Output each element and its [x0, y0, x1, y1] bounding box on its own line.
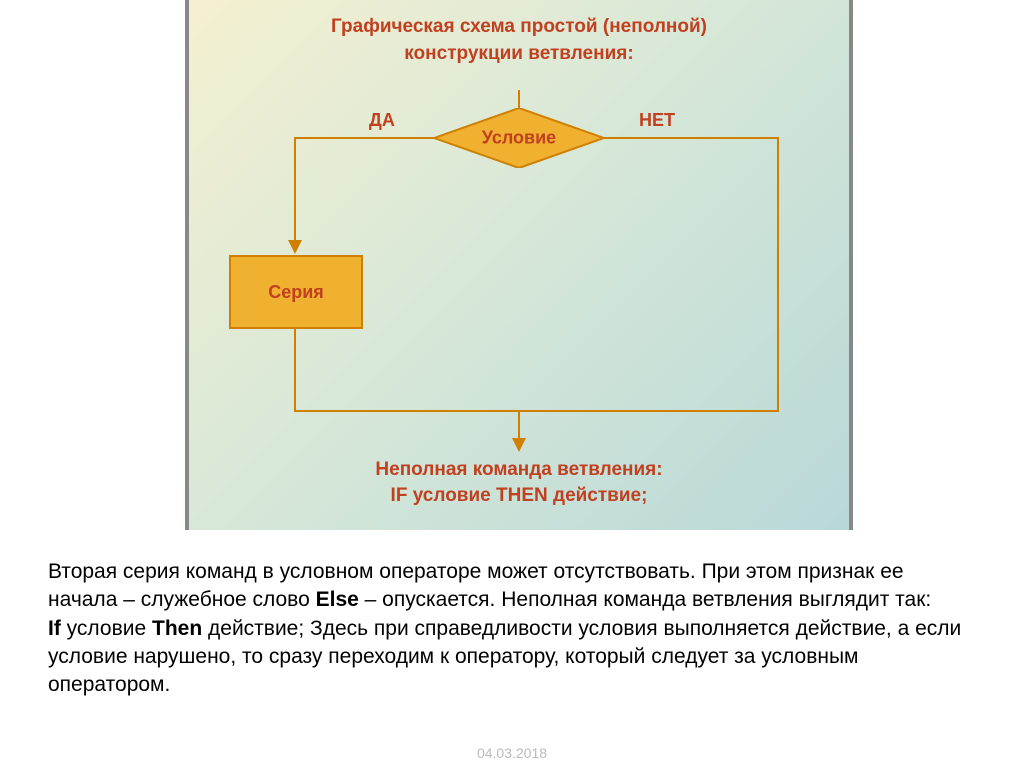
flow-line [604, 137, 779, 139]
diagram-caption: Неполная команда ветвления: IF условие T… [189, 457, 849, 510]
arrow-down-icon [288, 240, 302, 254]
flow-line [518, 90, 520, 110]
flow-line [294, 137, 296, 242]
caption-line1: Неполная команда ветвления: [189, 457, 849, 484]
title-line1: Графическая схема простой (неполной) [189, 14, 849, 41]
flow-line [294, 410, 779, 412]
body-p1c: – опускается. Неполная команда ветвления… [359, 588, 931, 611]
no-label: НЕТ [639, 110, 675, 131]
series-box: Серия [229, 255, 363, 329]
flow-line [294, 327, 296, 412]
body-text: Вторая серия команд в условном операторе… [48, 558, 978, 700]
diagram-title: Графическая схема простой (неполной) кон… [189, 14, 849, 67]
title-line2: конструкции ветвления: [189, 41, 849, 68]
caption-line2: IF условие THEN действие; [189, 483, 849, 510]
diagram-panel: Графическая схема простой (неполной) кон… [185, 0, 853, 530]
arrow-down-icon [512, 438, 526, 452]
yes-label: ДА [369, 110, 395, 131]
flow-line [777, 137, 779, 412]
flow-line [518, 410, 520, 440]
body-else: Else [316, 588, 359, 611]
diamond-label: Условие [482, 128, 556, 149]
body-if: If [48, 617, 61, 640]
condition-diamond: Условие [434, 108, 604, 168]
series-label: Серия [268, 282, 324, 303]
body-p2b: условие [61, 617, 152, 640]
body-then: Then [152, 617, 202, 640]
flow-line [294, 137, 434, 139]
footer-date: 04.03.2018 [0, 745, 1024, 761]
